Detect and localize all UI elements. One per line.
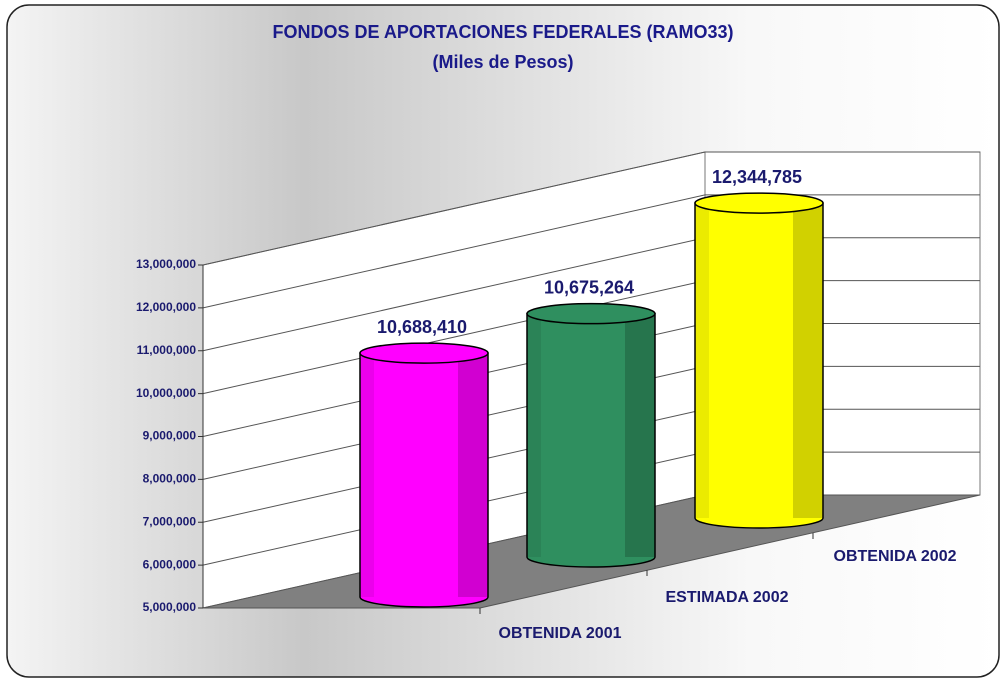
bar-shade <box>793 203 823 518</box>
y-tick-label: 7,000,000 <box>143 514 197 528</box>
y-tick-label: 11,000,000 <box>137 343 197 357</box>
bar-top <box>359 342 489 364</box>
chart-title: FONDOS DE APORTACIONES FEDERALES (RAMO33… <box>272 22 733 42</box>
bar <box>694 202 824 529</box>
y-tick-label: 13,000,000 <box>136 257 196 271</box>
y-tick-label: 6,000,000 <box>143 557 197 571</box>
y-tick-label: 10,000,000 <box>136 386 196 400</box>
x-tick-label: OBTENIDA 2001 <box>499 625 622 642</box>
y-tick-label: 5,000,000 <box>143 600 197 614</box>
grid-line <box>202 151 980 266</box>
grid-line <box>202 194 980 309</box>
bar <box>526 312 656 568</box>
chart-subtitle: (Miles de Pesos) <box>432 52 573 72</box>
bar-shade <box>360 353 374 597</box>
bar-shade <box>695 203 709 518</box>
bar-top <box>526 302 656 325</box>
bar-top <box>694 192 824 214</box>
y-tick-label: 8,000,000 <box>143 472 197 486</box>
y-tick-label: 12,000,000 <box>136 300 196 314</box>
value-label: 10,688,410 <box>377 317 467 337</box>
bar-shade <box>458 353 488 597</box>
x-tick-label: OBTENIDA 2002 <box>834 548 957 565</box>
x-tick-label: ESTIMADA 2002 <box>666 589 789 606</box>
y-tick-label: 9,000,000 <box>143 429 197 443</box>
bar-shade <box>625 313 655 557</box>
bar-shade <box>527 313 541 557</box>
bar <box>359 352 489 608</box>
value-label: 12,344,785 <box>712 167 802 187</box>
value-label: 10,675,264 <box>544 277 634 297</box>
